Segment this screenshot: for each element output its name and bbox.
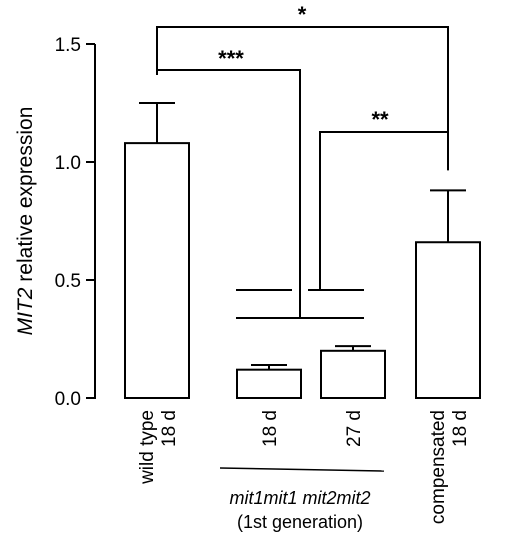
- bar: [320, 349, 386, 399]
- bar: [124, 142, 190, 399]
- significance-label: **: [371, 107, 389, 132]
- category-label: 27 d: [344, 410, 365, 447]
- category-label: 18 d: [260, 410, 281, 447]
- y-tick-label: 0.0: [55, 389, 81, 410]
- y-tick-label: 1.5: [55, 35, 81, 56]
- significance-bracket: [319, 131, 449, 290]
- category-label: 18 d: [159, 410, 180, 447]
- y-axis-label-gene: MIT2: [14, 287, 37, 335]
- bar: [236, 368, 302, 399]
- bar: [415, 241, 481, 399]
- y-axis-label: MIT2 relative expression: [14, 107, 37, 336]
- y-tick-label: 1.0: [55, 153, 81, 174]
- group-label-genotype: mit1mit1 mit2mit2: [229, 488, 370, 508]
- y-axis-label-text: relative expression: [14, 107, 37, 288]
- group-label-generation: (1st generation): [237, 512, 363, 532]
- category-label: 18 d: [450, 410, 471, 447]
- group-underline: [219, 467, 385, 472]
- significance-label: *: [298, 2, 307, 27]
- category-label: wild type: [137, 410, 158, 485]
- significance-bracket: [157, 69, 301, 318]
- category-label: compensated: [428, 410, 449, 524]
- significance-label: ***: [218, 46, 244, 71]
- y-tick-label: 0.5: [55, 271, 81, 292]
- significance-bracket: [156, 26, 449, 171]
